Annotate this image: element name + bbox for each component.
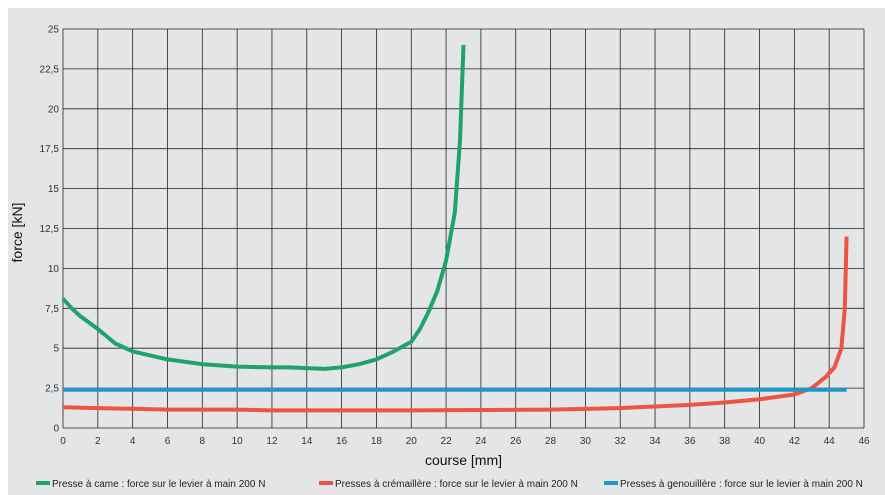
x-tick-label: 24	[475, 436, 487, 447]
y-tick-label: 2,5	[45, 384, 59, 395]
legend-swatch-genouillere	[604, 481, 618, 485]
x-tick-label: 26	[510, 436, 522, 447]
x-tick-label: 18	[371, 436, 383, 447]
grid	[62, 28, 865, 429]
x-tick-label: 10	[232, 436, 244, 447]
legend: Presse à came : force sur le levier à ma…	[36, 479, 863, 490]
x-tick-label: 40	[754, 436, 766, 447]
x-tick-label: 2	[95, 436, 101, 447]
x-tick-label: 42	[789, 436, 801, 447]
x-tick-label: 30	[580, 436, 592, 447]
y-tick-label: 22,5	[40, 64, 60, 75]
x-tick-label: 34	[649, 436, 661, 447]
y-tick-label: 12,5	[40, 224, 60, 235]
x-tick-label: 14	[301, 436, 313, 447]
y-tick-label: 0	[53, 424, 59, 435]
x-tick-label: 22	[441, 436, 453, 447]
y-axis-ticks: 0 2,5 5 7,5 10 12,5 15 17,5 20 22,5 25	[40, 25, 60, 435]
x-tick-label: 8	[200, 436, 206, 447]
y-axis-title: force [kN]	[9, 203, 25, 263]
x-tick-label: 32	[615, 436, 627, 447]
x-axis-ticks: 0 2 4 6 8 10 12 14 16 18 20 22 24 26 28 30 32 34 36 38 40 42 4…	[60, 436, 870, 447]
y-tick-label: 10	[48, 264, 60, 275]
y-tick-label: 7,5	[45, 304, 59, 315]
series-lines	[61, 44, 849, 413]
y-tick-label: 25	[48, 25, 60, 36]
x-tick-label: 46	[858, 436, 870, 447]
legend-label-cremaillere: Presses à crémaillère : force sur le lev…	[335, 479, 578, 490]
series-line-0	[61, 44, 466, 371]
y-tick-label: 5	[53, 344, 59, 355]
legend-label-came: Presse à came : force sur le levier à ma…	[52, 479, 265, 490]
x-tick-label: 4	[130, 436, 136, 447]
x-tick-label: 44	[824, 436, 836, 447]
y-tick-label: 17,5	[40, 144, 60, 155]
series-line-1	[62, 236, 849, 413]
y-tick-label: 20	[48, 104, 60, 115]
x-tick-label: 6	[165, 436, 171, 447]
x-tick-label: 28	[545, 436, 557, 447]
legend-swatch-came	[36, 481, 50, 485]
x-tick-label: 12	[266, 436, 278, 447]
x-tick-label: 36	[684, 436, 696, 447]
legend-label-genouillere: Presses à genouillère : force sur le lev…	[620, 479, 863, 490]
legend-swatch-cremaillere	[319, 481, 333, 485]
y-tick-label: 15	[48, 184, 60, 195]
x-axis-title: course [mm]	[425, 452, 502, 468]
x-tick-label: 16	[336, 436, 348, 447]
x-tick-label: 0	[60, 436, 66, 447]
x-tick-label: 20	[406, 436, 418, 447]
x-tick-label: 38	[719, 436, 731, 447]
